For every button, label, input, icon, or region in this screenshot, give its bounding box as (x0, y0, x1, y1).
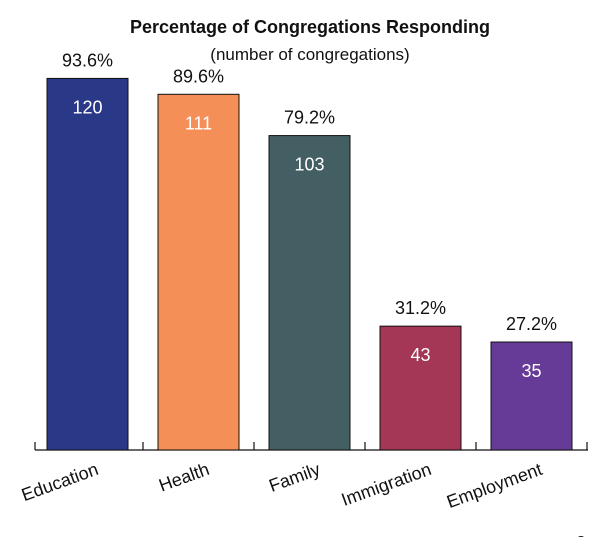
category-label: Immigration (339, 459, 434, 510)
count-label: 35 (521, 361, 541, 381)
chart-title: Percentage of Congregations Responding (130, 17, 490, 37)
bars-group (46, 77, 573, 451)
bar-employment (490, 341, 573, 451)
percent-label: 31.2% (395, 298, 446, 318)
bar-health (157, 93, 240, 451)
count-label: 103 (294, 155, 324, 175)
count-label: 120 (72, 97, 102, 117)
category-label: Family (266, 459, 323, 496)
count-label: 43 (410, 345, 430, 365)
category-label: Employment (444, 459, 545, 512)
bar-education (46, 77, 129, 451)
category-label: Education (19, 459, 101, 505)
percent-label: 93.6% (62, 50, 113, 70)
percent-label: 89.6% (173, 66, 224, 86)
chart-subtitle: (number of congregations) (210, 45, 409, 64)
category-label: Health (156, 459, 212, 496)
corner-page-mark: 3 (576, 533, 586, 537)
percent-label: 27.2% (506, 314, 557, 334)
bar-family (268, 135, 351, 451)
percent-label: 79.2% (284, 108, 335, 128)
count-label: 111 (185, 113, 212, 133)
bar-immigration (379, 325, 462, 451)
